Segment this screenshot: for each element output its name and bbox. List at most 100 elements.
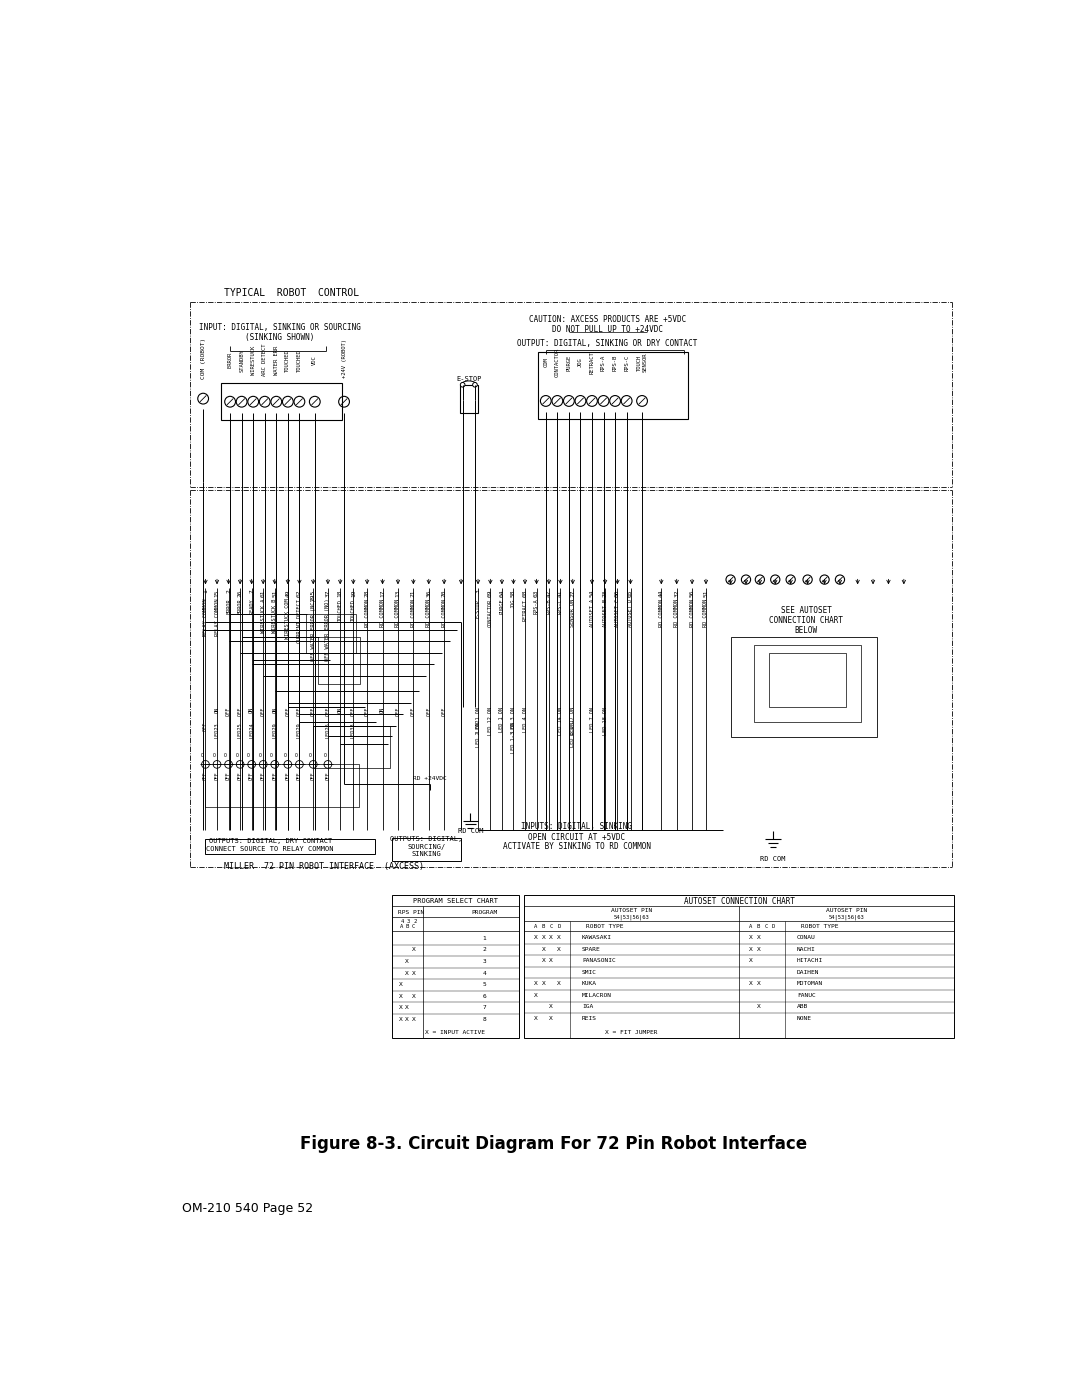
Text: RPS-C: RPS-C	[558, 599, 563, 615]
Text: COM (ROBOT): COM (ROBOT)	[201, 338, 205, 379]
Text: 13: 13	[395, 590, 401, 597]
Text: LED 12 ON: LED 12 ON	[488, 707, 492, 735]
Text: 51: 51	[272, 590, 278, 597]
Text: X: X	[405, 958, 409, 964]
Text: 49: 49	[285, 590, 291, 597]
Text: 2: 2	[226, 590, 231, 594]
Text: 54|53|56|63: 54|53|56|63	[828, 914, 864, 919]
Text: X: X	[405, 971, 409, 975]
Text: LED 17 ON: LED 17 ON	[570, 707, 576, 735]
Text: SMIC: SMIC	[582, 970, 597, 975]
Text: NONE: NONE	[797, 1016, 812, 1021]
Text: PANASONIC: PANASONIC	[582, 958, 616, 964]
Text: A: A	[750, 923, 753, 929]
Text: MOTOMAN: MOTOMAN	[797, 981, 823, 986]
Text: X: X	[557, 935, 561, 940]
Text: X: X	[400, 1006, 403, 1010]
Text: OFF: OFF	[427, 707, 431, 717]
Text: 3: 3	[475, 590, 481, 594]
Bar	[460, 384, 478, 412]
Text: OFF: OFF	[351, 707, 355, 717]
Text: OFF: OFF	[285, 771, 291, 781]
Text: WIRESTUCK A: WIRESTUCK A	[260, 599, 266, 633]
Text: AUTOSET CONNECTION CHART: AUTOSET CONNECTION CHART	[684, 897, 795, 905]
Text: 3: 3	[407, 919, 410, 923]
Text: X: X	[405, 1006, 409, 1010]
Text: 70: 70	[442, 590, 447, 597]
Text: LED 18 ON: LED 18 ON	[603, 707, 608, 735]
Circle shape	[460, 383, 465, 387]
Text: CONTACTOR: CONTACTOR	[555, 348, 559, 377]
Text: O: O	[323, 753, 326, 757]
Text: OFF WATER ERROR (NC): OFF WATER ERROR (NC)	[311, 599, 315, 661]
Text: X: X	[550, 958, 553, 964]
Text: PROGRAM: PROGRAM	[471, 909, 497, 915]
Text: OFF: OFF	[325, 707, 330, 717]
Text: ACTIVATE BY SINKING TO RD COMMON: ACTIVATE BY SINKING TO RD COMMON	[502, 842, 650, 851]
Text: AUTOSET PIN: AUTOSET PIN	[611, 908, 652, 914]
Text: O: O	[201, 753, 204, 757]
Text: X: X	[550, 935, 553, 940]
Text: WIRESTUCK COM: WIRESTUCK COM	[285, 599, 291, 640]
Text: ROBOT TYPE: ROBOT TYPE	[586, 923, 624, 929]
Text: D: D	[557, 923, 561, 929]
Text: 65: 65	[627, 590, 633, 597]
Bar	[313, 726, 390, 768]
Text: 66: 66	[615, 590, 620, 597]
Text: 51: 51	[703, 590, 708, 597]
Text: X: X	[411, 947, 415, 953]
Text: AUTOSET A: AUTOSET A	[590, 599, 594, 627]
Text: LED 2 ON: LED 2 ON	[475, 722, 481, 747]
Text: Figure 8-3. Circuit Diagram For 72 Pin Robot Interface: Figure 8-3. Circuit Diagram For 72 Pin R…	[300, 1134, 807, 1153]
Text: LED26: LED26	[325, 722, 330, 738]
Text: +24V (ROBOT): +24V (ROBOT)	[341, 339, 347, 379]
Text: O: O	[224, 753, 227, 757]
Text: TOUCHED: TOUCHED	[351, 599, 355, 620]
Text: 58: 58	[511, 590, 516, 597]
Text: RD COMMON: RD COMMON	[410, 599, 416, 627]
Bar	[754, 645, 862, 722]
Text: ERROR: ERROR	[226, 599, 231, 615]
Text: READY: READY	[249, 599, 254, 615]
Text: X: X	[411, 1017, 415, 1021]
Text: LED33: LED33	[351, 722, 355, 738]
Text: OFF: OFF	[410, 707, 416, 717]
Bar	[205, 764, 360, 806]
Text: 64: 64	[499, 590, 504, 597]
Text: OFF: OFF	[226, 771, 231, 781]
Text: B: B	[406, 925, 409, 929]
Text: SENSOR ON: SENSOR ON	[570, 599, 576, 627]
Text: OPEN CIRCUIT AT +5VDC: OPEN CIRCUIT AT +5VDC	[528, 833, 625, 842]
Text: PURGE: PURGE	[499, 599, 504, 615]
Bar	[306, 615, 355, 652]
Text: C: C	[550, 923, 553, 929]
Text: LED 1 ON: LED 1 ON	[499, 707, 504, 732]
Text: ON: ON	[272, 707, 278, 712]
Text: OFF: OFF	[215, 771, 219, 781]
Text: ROBOT TYPE: ROBOT TYPE	[801, 923, 839, 929]
Text: RD COMMON: RD COMMON	[674, 599, 679, 627]
Text: AUTOSET PIN: AUTOSET PIN	[826, 908, 867, 914]
Text: TOUCH
SENSOR: TOUCH SENSOR	[636, 352, 647, 372]
Text: LED23: LED23	[215, 722, 219, 738]
Text: LED29: LED29	[297, 722, 302, 738]
Text: STANDBY: STANDBY	[239, 349, 244, 372]
Text: O: O	[309, 753, 312, 757]
Text: OFF: OFF	[285, 707, 291, 717]
Text: VDC: VDC	[312, 355, 318, 365]
Text: 5: 5	[483, 982, 486, 988]
Text: OFF: OFF	[260, 771, 266, 781]
Text: RD COMMON: RD COMMON	[703, 599, 708, 627]
Text: X: X	[541, 947, 545, 951]
Text: B: B	[757, 923, 760, 929]
Text: 28: 28	[365, 590, 369, 597]
Text: D: D	[772, 923, 775, 929]
Text: SOURCING/: SOURCING/	[407, 844, 446, 849]
Text: SPARE: SPARE	[582, 947, 600, 951]
Text: 7: 7	[249, 590, 254, 594]
Text: OFF: OFF	[238, 771, 243, 781]
Text: 18: 18	[338, 590, 342, 597]
Text: RPS-B: RPS-B	[546, 599, 552, 615]
Text: OFF: OFF	[311, 771, 315, 781]
Text: 54: 54	[590, 590, 594, 597]
